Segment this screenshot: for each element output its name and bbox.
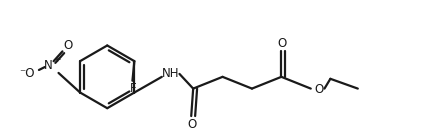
Text: F: F (130, 82, 137, 95)
Text: +: + (53, 55, 60, 64)
Text: NH: NH (162, 67, 179, 80)
Text: O: O (278, 37, 287, 50)
Text: O: O (64, 39, 73, 52)
Text: ⁻O: ⁻O (19, 67, 35, 80)
Text: O: O (187, 118, 197, 131)
Text: O: O (314, 83, 323, 96)
Text: N: N (44, 59, 53, 72)
